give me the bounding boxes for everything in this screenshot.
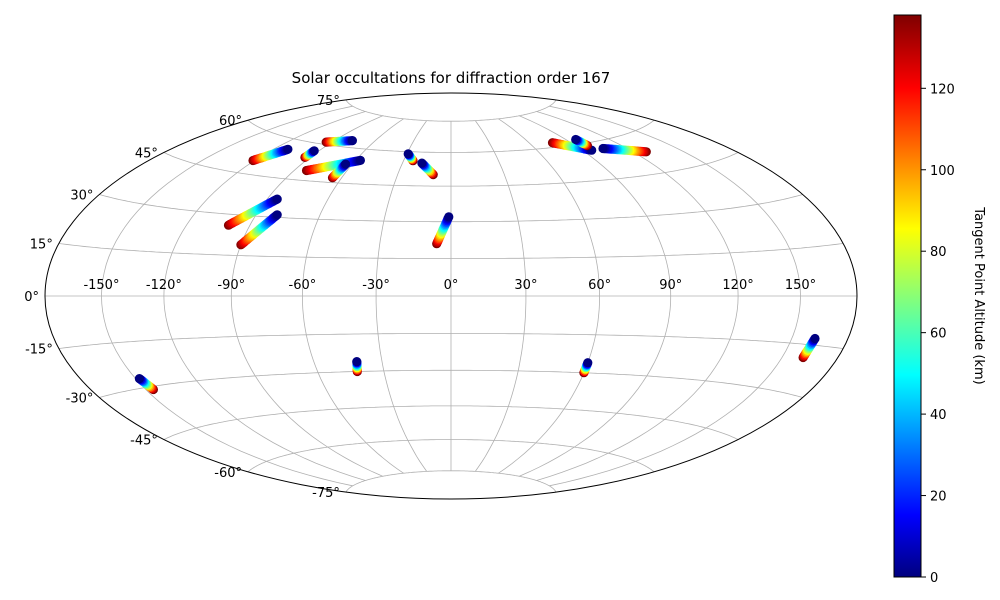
latitude-tick-label: 30° <box>70 189 93 204</box>
occultation-track <box>798 333 820 363</box>
colorbar-tick-label: 40 <box>930 408 947 423</box>
occultation-point <box>417 158 427 168</box>
occultation-track <box>300 146 319 162</box>
latitude-tick-label: 15° <box>30 237 53 252</box>
latitude-tick-label: 45° <box>135 146 158 161</box>
colorbar-label: Tangent Point Altitude (km) <box>971 206 986 384</box>
occultation-point <box>352 357 362 367</box>
latitude-tick-label: -15° <box>25 343 53 358</box>
longitude-tick-label: 150° <box>785 278 816 293</box>
longitude-tick-label: -90° <box>217 278 245 293</box>
occultation-track <box>301 155 365 176</box>
latitude-tick-label: -60° <box>214 466 242 481</box>
occultation-track <box>321 136 357 147</box>
latitude-tick-label: 75° <box>317 94 340 109</box>
longitude-tick-label: 120° <box>722 278 753 293</box>
occultation-point <box>341 159 351 169</box>
longitude-tick-labels: -150° -120° -90° -60° -30° 0° 30° 60° 90° 120° 150… <box>83 278 816 293</box>
graticule <box>45 99 857 493</box>
occultation-track <box>134 374 158 395</box>
occultation-point <box>309 146 319 156</box>
colorbar-tick-label: 100 <box>930 164 955 179</box>
colorbar: 0 20 40 60 80 100 120 Tangent Point Altitude (… <box>893 14 986 586</box>
latitude-tick-label: -30° <box>66 392 94 407</box>
latitude-tick-label: 0° <box>24 290 39 305</box>
occultation-point <box>355 155 365 165</box>
colorbar-tick-label: 60 <box>930 327 947 342</box>
occultation-track <box>236 210 282 250</box>
occultation-point <box>444 212 454 222</box>
occultation-track <box>598 143 651 157</box>
occultation-track <box>223 194 282 230</box>
longitude-tick-label: -120° <box>146 278 182 293</box>
occultation-track <box>571 134 593 151</box>
chart-title: Solar occultations for diffraction order… <box>292 69 611 87</box>
occultation-point <box>134 374 144 384</box>
latitude-tick-label: -45° <box>130 434 158 449</box>
longitude-tick-label: 60° <box>588 278 611 293</box>
occultation-track <box>403 149 418 166</box>
map-boundary <box>44 92 858 500</box>
occultation-point <box>403 149 413 159</box>
longitude-tick-label: 30° <box>514 278 537 293</box>
colorbar-tick-label: 120 <box>930 82 955 97</box>
occultation-point <box>583 358 593 368</box>
latitude-tick-labels: -75° -60° -45° -30° -15° 0° 15° 30° 45° 60° 75° <box>24 94 340 501</box>
occultation-track <box>432 212 454 249</box>
occultation-point <box>272 210 282 220</box>
latitude-tick-label: 60° <box>219 114 242 129</box>
longitude-tick-label: -60° <box>289 278 317 293</box>
occultation-track <box>327 159 351 183</box>
longitude-tick-label: 0° <box>444 278 459 293</box>
longitude-tick-label: -30° <box>362 278 390 293</box>
colorbar-ticks: 0 20 40 60 80 100 120 <box>921 82 955 586</box>
occultation-point <box>272 194 282 204</box>
colorbar-tick-label: 0 <box>930 571 938 586</box>
occultation-point <box>598 143 608 154</box>
latitude-tick-label: -75° <box>312 486 340 501</box>
occultation-track <box>248 144 293 166</box>
map-area: -150° -120° -90° -60° -30° 0° 30° 60° 90° 120° 150… <box>24 92 858 501</box>
colorbar-gradient <box>893 14 922 578</box>
occultation-point <box>283 144 293 154</box>
occultation-track <box>579 358 593 378</box>
longitude-tick-label: 90° <box>659 278 682 293</box>
longitude-tick-label: -150° <box>83 278 119 293</box>
occultation-point <box>347 136 357 146</box>
colorbar-tick-label: 20 <box>930 490 947 505</box>
colorbar-tick-label: 80 <box>930 245 947 260</box>
occultation-tracks <box>134 134 820 395</box>
occultation-track <box>352 357 362 377</box>
occultation-point <box>810 333 820 344</box>
occultation-point <box>571 134 581 145</box>
occultation-track <box>417 158 438 180</box>
